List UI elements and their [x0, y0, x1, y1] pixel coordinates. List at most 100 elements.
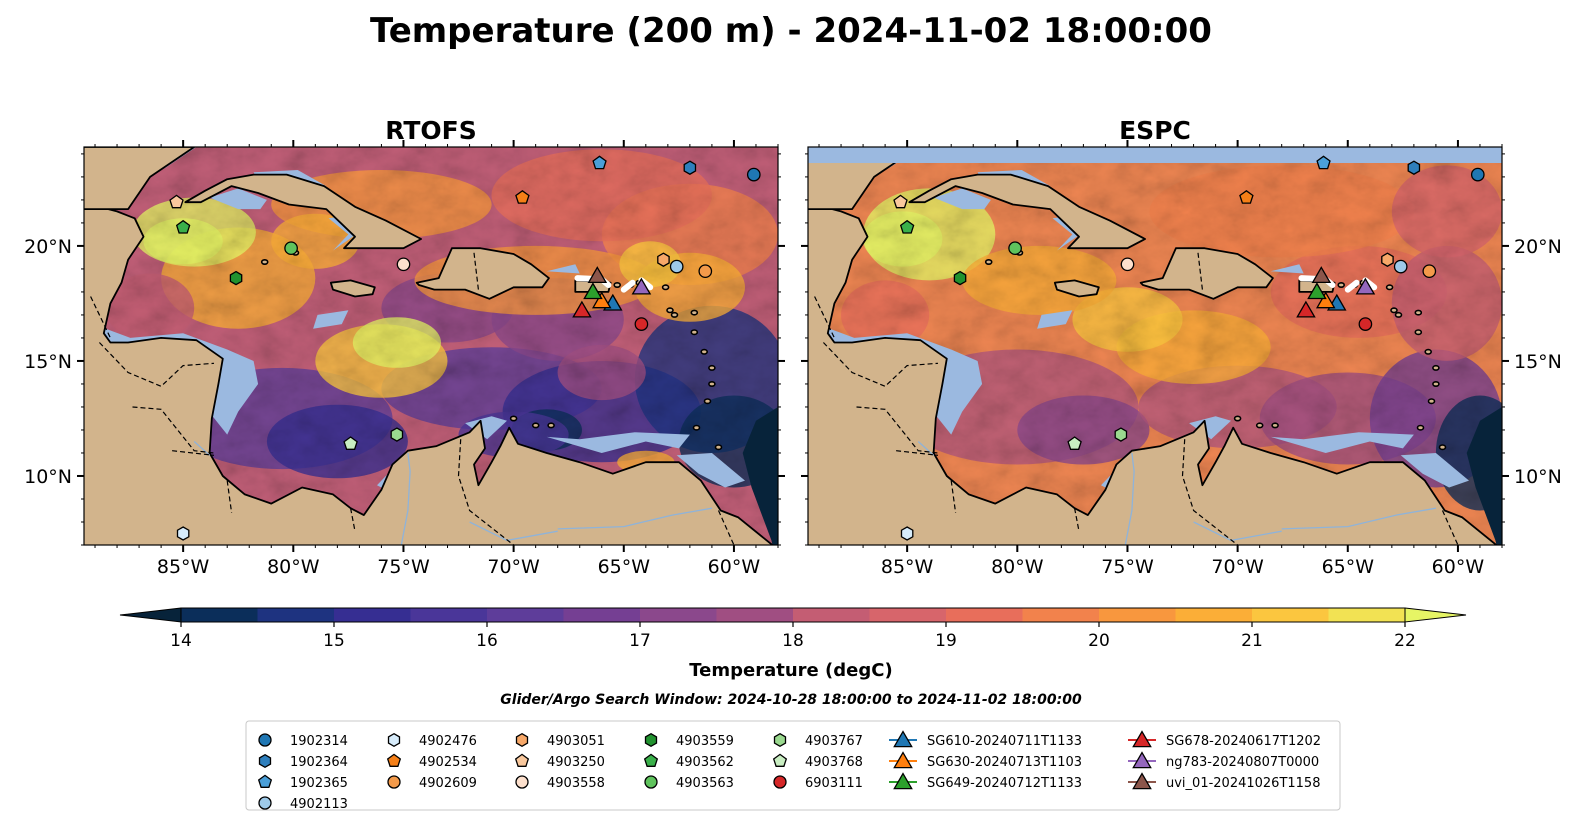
country-border: [132, 406, 215, 454]
island: [690, 309, 699, 316]
colorbar-tick-label: 22: [1394, 631, 1416, 651]
glider-marker: [1296, 300, 1316, 318]
x-tick-label: 70°W: [1211, 556, 1264, 578]
rtofs-geography: [84, 147, 778, 545]
landmass: [84, 147, 196, 210]
island: [690, 329, 699, 336]
argo-float-marker: [746, 167, 761, 182]
glider-marker: [587, 266, 608, 284]
colorbar-tick-label: 21: [1241, 631, 1263, 651]
argo-float-marker: [899, 219, 915, 234]
espc-top-mask: [808, 147, 1502, 163]
country-border: [950, 480, 957, 513]
espc-map: [808, 147, 1502, 545]
legend-label: SG630-20240713T1103: [927, 755, 1082, 770]
island: [984, 258, 993, 265]
x-tick-label: 60°W: [1432, 556, 1485, 578]
legend-label: SG678-20240617T1202: [1166, 734, 1321, 749]
legend-marker: [258, 753, 272, 769]
island: [661, 284, 670, 291]
country-border: [856, 406, 939, 454]
island: [1416, 424, 1425, 431]
legend-label: SG610-20240711T1133: [927, 734, 1082, 749]
glider-marker: [1307, 282, 1327, 300]
island: [1385, 284, 1394, 291]
legend-label: SG649-20240712T1133: [927, 776, 1082, 791]
landmass: [415, 247, 550, 300]
legend-marker: [773, 732, 787, 748]
legend-label: 1902364: [290, 755, 348, 770]
shelf-area: [209, 188, 267, 210]
colorbar-extend-low: [119, 607, 182, 623]
shelf-area: [546, 432, 690, 453]
argo-float-marker: [1393, 259, 1408, 274]
argo-float-marker: [1422, 264, 1437, 279]
espc-markers: [893, 155, 1485, 541]
legend-label: 4903559: [676, 734, 734, 749]
glider-track: [620, 279, 636, 293]
colorbar-swatch: [1099, 608, 1176, 622]
legend-marker: [1132, 730, 1152, 748]
rtofs-map: [84, 147, 778, 545]
legend-label: 4903563: [676, 776, 734, 791]
island: [260, 258, 269, 265]
river: [1281, 507, 1437, 530]
colorbar-ticks: 14 15 16 17 18 19 20 21 22: [170, 622, 1416, 651]
shelf-area: [933, 188, 991, 210]
island: [1271, 422, 1279, 429]
colorbar-tick-label: 17: [629, 631, 651, 651]
legend-label: 4902476: [419, 734, 477, 749]
legend-label: 4903558: [547, 776, 605, 791]
island: [613, 281, 622, 288]
legend-marker: [258, 733, 272, 747]
argo-float-marker: [284, 241, 298, 256]
legend: 1902314 1902364 1902365 4902113 4902476 49025…: [245, 720, 1341, 812]
legend-marker: [772, 753, 788, 767]
colorbar-tick-label: 18: [782, 631, 804, 651]
landmass: [808, 201, 1498, 545]
island: [1427, 398, 1436, 405]
colorbar-tick-label: 15: [323, 631, 345, 651]
y-tick-label: 20°N: [24, 236, 72, 258]
glider-marker: [583, 282, 603, 300]
rtofs-frame: [83, 146, 779, 546]
island: [1233, 415, 1242, 422]
legend-label: 4903767: [805, 734, 863, 749]
rtofs-panel-title: RTOFS: [385, 116, 477, 145]
x-tick-label: 75°W: [1101, 556, 1154, 578]
legend-label: 4902534: [419, 755, 477, 770]
colorbar-tick-label: 14: [170, 631, 192, 651]
island: [1337, 281, 1345, 288]
country-border: [226, 480, 233, 513]
x-tick-label: 80°W: [991, 556, 1044, 578]
legend-marker: [515, 775, 529, 789]
legend-label: 1902314: [290, 734, 348, 749]
colorbar-swatch: [257, 608, 335, 622]
espc-geography: [808, 147, 1502, 545]
argo-float-marker: [683, 160, 697, 175]
river: [917, 441, 935, 456]
shelf-area: [676, 453, 745, 488]
island: [1390, 307, 1398, 314]
argo-float-marker: [1316, 155, 1331, 170]
colorbar-swatch: [1022, 608, 1100, 622]
argo-float-marker: [634, 317, 649, 331]
colorbar-swatch: [334, 608, 411, 622]
colorbar-tick-label: 16: [476, 631, 498, 651]
rtofs-axes: 85°W 80°W 75°W 70°W 65°W 60°W 10°N 15°N 20°N: [24, 140, 785, 578]
colorbar-swatch: [640, 608, 717, 622]
argo-float-marker: [698, 264, 713, 279]
island: [692, 424, 701, 431]
legend-label: uvi_01-20241026T1158: [1166, 776, 1320, 791]
legend-label: 1902365: [290, 776, 348, 791]
colorbar: 14 15 16 17 18 19 20 21 22 Temperature (degC): [119, 607, 1467, 681]
argo-float-marker: [176, 526, 190, 541]
shelf-area: [1400, 453, 1469, 488]
island: [547, 422, 555, 429]
landmass: [1139, 247, 1274, 300]
argo-float-marker: [1470, 167, 1485, 182]
glider-marker: [1355, 277, 1376, 295]
colorbar-swatch: [181, 608, 258, 622]
argo-float-marker: [893, 194, 908, 209]
y-tick-label: 20°N: [1514, 236, 1562, 258]
